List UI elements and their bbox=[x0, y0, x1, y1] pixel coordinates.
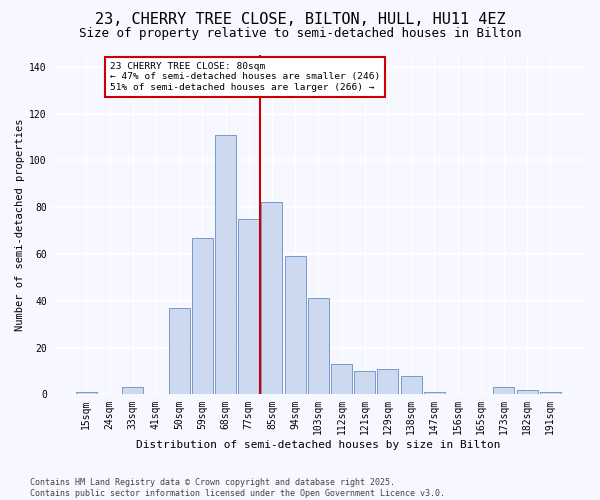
Bar bbox=[262, 202, 283, 394]
Text: Contains HM Land Registry data © Crown copyright and database right 2025.
Contai: Contains HM Land Registry data © Crown c… bbox=[30, 478, 445, 498]
Bar bbox=[308, 298, 329, 394]
Bar bbox=[493, 388, 514, 394]
Text: 23, CHERRY TREE CLOSE, BILTON, HULL, HU11 4EZ: 23, CHERRY TREE CLOSE, BILTON, HULL, HU1… bbox=[95, 12, 505, 28]
Bar bbox=[192, 238, 213, 394]
Bar bbox=[122, 388, 143, 394]
Bar bbox=[540, 392, 561, 394]
Y-axis label: Number of semi-detached properties: Number of semi-detached properties bbox=[15, 118, 25, 331]
Bar bbox=[215, 134, 236, 394]
Text: Size of property relative to semi-detached houses in Bilton: Size of property relative to semi-detach… bbox=[79, 28, 521, 40]
Bar bbox=[377, 368, 398, 394]
Bar bbox=[424, 392, 445, 394]
Bar bbox=[238, 219, 259, 394]
Bar bbox=[169, 308, 190, 394]
Bar bbox=[354, 371, 375, 394]
Bar bbox=[284, 256, 305, 394]
Bar bbox=[76, 392, 97, 394]
Text: 23 CHERRY TREE CLOSE: 80sqm
← 47% of semi-detached houses are smaller (246)
51% : 23 CHERRY TREE CLOSE: 80sqm ← 47% of sem… bbox=[110, 62, 380, 92]
X-axis label: Distribution of semi-detached houses by size in Bilton: Distribution of semi-detached houses by … bbox=[136, 440, 500, 450]
Bar bbox=[331, 364, 352, 394]
Bar bbox=[517, 390, 538, 394]
Bar bbox=[401, 376, 422, 394]
